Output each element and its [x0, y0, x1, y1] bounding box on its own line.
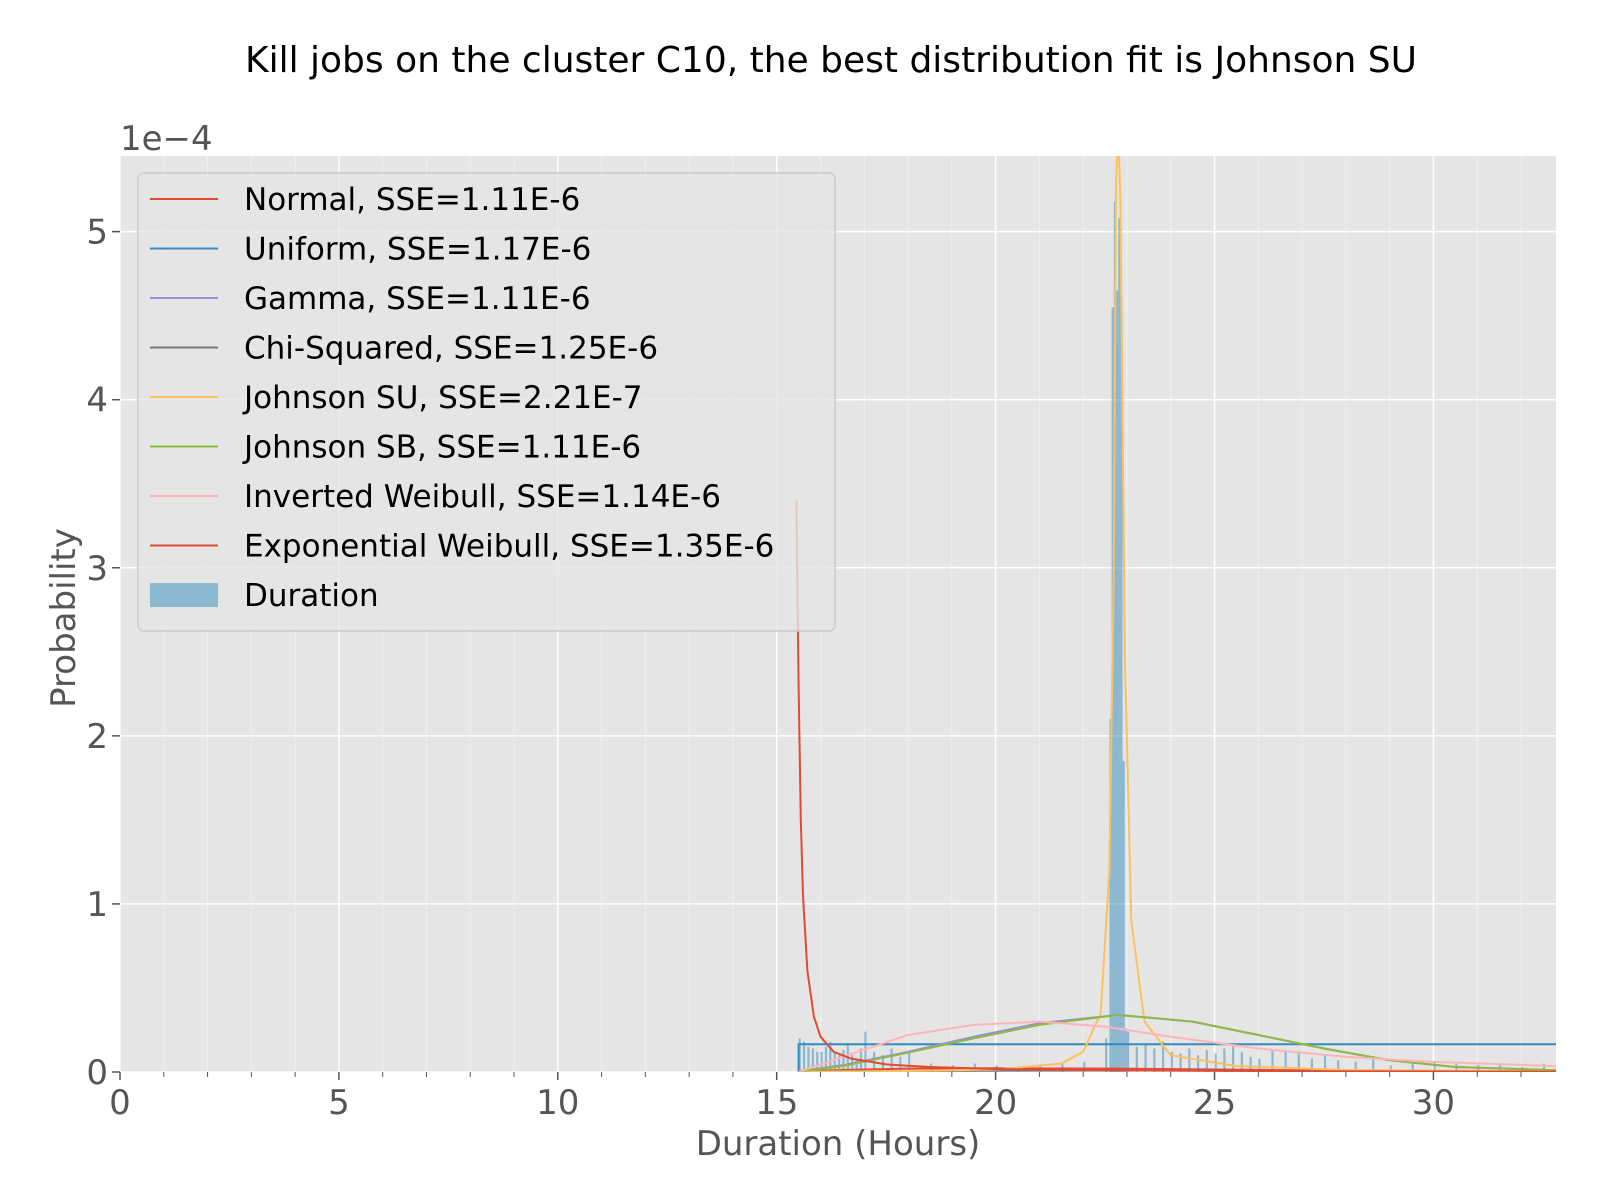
histogram-bar — [1083, 1061, 1086, 1072]
histogram-bar — [1284, 1051, 1287, 1072]
series-line-5 — [798, 156, 1556, 1072]
legend-box — [137, 172, 836, 632]
legend-label-7: Inverted Weibull, SSE=1.14E-6 — [244, 479, 721, 515]
histogram-bar — [1126, 1031, 1130, 1072]
histogram-bar — [1297, 1053, 1300, 1072]
histogram-bar — [1389, 1065, 1392, 1072]
histogram-bar — [829, 1041, 832, 1072]
legend-swatch-histogram — [150, 583, 218, 607]
histogram-bar — [1411, 1063, 1414, 1072]
legend-label-2: Uniform, SSE=1.17E-6 — [244, 232, 591, 268]
histogram-bar — [1240, 1051, 1243, 1072]
y-tick-label: 3 — [86, 549, 108, 589]
histogram-bar — [1179, 1053, 1182, 1072]
histogram-bar — [1258, 1058, 1261, 1072]
histogram-bar — [1223, 1048, 1226, 1072]
histogram-bar — [1153, 1048, 1156, 1072]
histogram-bar — [890, 1048, 893, 1072]
histogram-bar — [833, 1051, 836, 1072]
x-tick-label: 30 — [1412, 1083, 1455, 1123]
histogram-bar — [1197, 1055, 1200, 1072]
histogram-bar — [820, 1051, 823, 1072]
histogram-bar — [908, 1051, 911, 1072]
y-tick-label: 2 — [86, 717, 108, 757]
histogram-bar — [1161, 1041, 1165, 1072]
histogram-bar — [1144, 1045, 1147, 1072]
histogram-bar — [824, 1046, 828, 1072]
legend-label-5: Johnson SU, SSE=2.21E-7 — [242, 380, 643, 416]
histogram-bar — [1323, 1055, 1327, 1072]
histogram-bar — [1188, 1048, 1191, 1072]
x-tick-label: 25 — [1193, 1083, 1236, 1123]
histogram-bar — [838, 1055, 841, 1072]
y-ticks: 0 1 2 3 4 5 — [86, 213, 120, 1093]
histogram-bar — [1116, 290, 1119, 1072]
histogram-bar — [1109, 719, 1112, 1072]
histogram-bar — [1120, 298, 1123, 1072]
histogram-bar — [1271, 1050, 1274, 1072]
fit-lines — [795, 156, 1556, 1072]
histogram-bar — [1124, 1028, 1127, 1072]
legend-label-8: Exponential Weibull, SSE=1.35E-6 — [244, 529, 774, 565]
histogram-bar — [1249, 1056, 1252, 1072]
histogram-bar — [1232, 1045, 1235, 1072]
legend-label-1: Normal, SSE=1.11E-6 — [244, 182, 580, 218]
histogram-bar — [1372, 1058, 1375, 1072]
legend-label-histogram: Duration — [244, 578, 379, 614]
series-line-8 — [795, 500, 1556, 1072]
x-ticks: 0 5 10 15 20 25 30 — [109, 1072, 1522, 1123]
histogram-bar — [798, 1038, 801, 1072]
series-line-6 — [798, 1013, 1556, 1072]
y-tick-label: 1 — [86, 885, 108, 925]
histogram-bar — [1433, 1061, 1436, 1072]
histogram-bar — [846, 1045, 849, 1072]
histogram-bar — [855, 1058, 858, 1072]
histogram-bar — [1542, 1063, 1546, 1072]
x-tick-label: 10 — [536, 1083, 579, 1123]
series-line-7 — [798, 1020, 1556, 1072]
y-tick-label: 0 — [86, 1053, 108, 1093]
legend: Normal, SSE=1.11E-6 Uniform, SSE=1.17E-6 G… — [137, 172, 836, 632]
y-tick-label: 5 — [86, 213, 108, 253]
histogram-bar — [1354, 1061, 1357, 1072]
x-tick-label: 5 — [328, 1083, 350, 1123]
histogram-bar — [1122, 761, 1125, 1072]
histogram-bar — [1337, 1060, 1340, 1072]
y-axis-label: Probability — [44, 528, 84, 708]
legend-label-6: Johnson SB, SSE=1.11E-6 — [242, 430, 641, 466]
histogram-bar — [811, 1048, 814, 1072]
x-tick-label: 0 — [109, 1083, 131, 1123]
histogram-bar — [1170, 1051, 1173, 1072]
histogram-bar — [864, 1031, 867, 1072]
y-scale-label: 1e−4 — [120, 119, 213, 159]
legend-label-3: Gamma, SSE=1.11E-6 — [244, 281, 591, 317]
histogram-bar — [816, 1051, 819, 1072]
histogram-bar — [1105, 1038, 1108, 1072]
y-tick-label: 4 — [86, 381, 108, 421]
histogram-bar — [802, 1041, 806, 1072]
histogram-bar — [807, 1046, 810, 1072]
histogram-bar — [1113, 201, 1117, 1072]
histogram-bar — [1118, 218, 1121, 1073]
chart-title: Kill jobs on the cluster C10, the best d… — [245, 40, 1417, 81]
histogram-bar — [1135, 1046, 1138, 1072]
x-axis-label: Duration (Hours) — [696, 1124, 981, 1164]
x-tick-label: 20 — [974, 1083, 1017, 1123]
histogram-bar — [1310, 1058, 1314, 1072]
x-tick-label: 15 — [755, 1083, 798, 1123]
histogram-bar — [842, 1050, 845, 1072]
legend-label-4: Chi-Squared, SSE=1.25E-6 — [244, 331, 658, 367]
